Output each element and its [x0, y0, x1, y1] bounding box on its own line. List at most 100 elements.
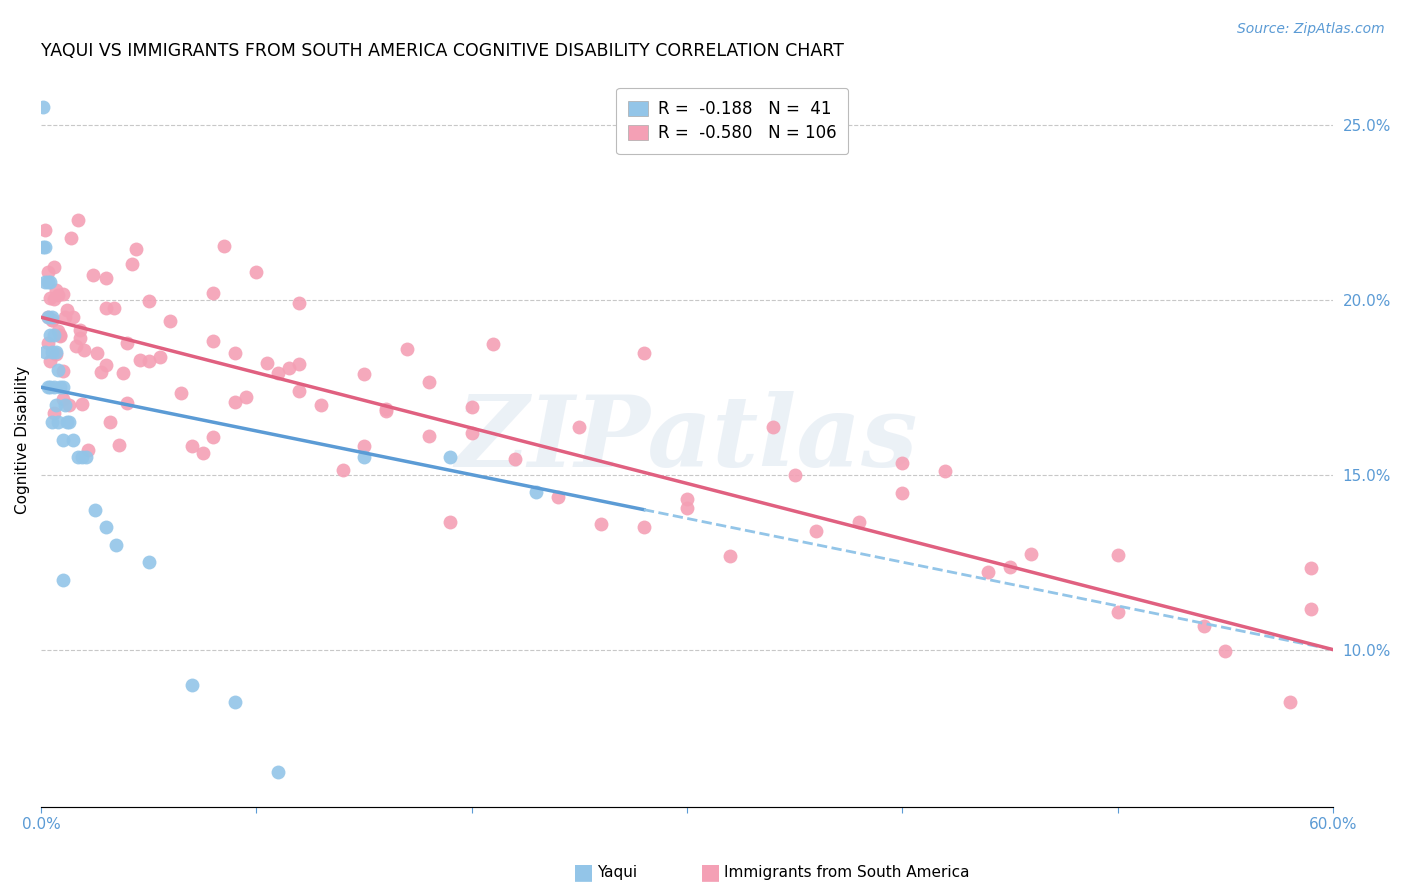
Point — [806, 524, 828, 538]
Point — [288, 357, 311, 371]
Point — [224, 695, 246, 709]
Point — [125, 242, 148, 256]
Point — [46, 324, 69, 338]
Point — [1107, 548, 1129, 562]
Point — [42, 260, 65, 275]
Point — [482, 337, 505, 351]
Point — [547, 490, 569, 504]
Point — [52, 573, 75, 587]
Point — [94, 358, 117, 372]
Point — [277, 360, 299, 375]
Point — [891, 456, 914, 470]
Point — [49, 328, 72, 343]
Point — [94, 301, 117, 316]
Text: Immigrants from South America: Immigrants from South America — [724, 865, 970, 880]
Point — [460, 401, 482, 415]
Point — [180, 677, 202, 691]
Point — [37, 380, 59, 394]
Point — [374, 403, 396, 417]
Point — [332, 463, 354, 477]
Point — [37, 336, 59, 351]
Point — [460, 425, 482, 440]
Point — [245, 265, 267, 279]
Point — [107, 438, 129, 452]
Point — [90, 365, 112, 379]
Point — [52, 364, 75, 378]
Point — [32, 240, 55, 254]
Point — [439, 516, 461, 530]
Point — [353, 450, 375, 465]
Text: YAQUI VS IMMIGRANTS FROM SOUTH AMERICA COGNITIVE DISABILITY CORRELATION CHART: YAQUI VS IMMIGRANTS FROM SOUTH AMERICA C… — [41, 42, 844, 60]
Point — [115, 336, 138, 351]
Point — [94, 270, 117, 285]
Point — [41, 313, 63, 327]
Point — [41, 310, 63, 325]
Point — [1278, 695, 1301, 709]
Point — [34, 275, 56, 289]
Point — [676, 500, 699, 515]
Point — [52, 380, 75, 394]
Point — [38, 354, 60, 368]
Point — [934, 463, 956, 477]
Point — [94, 520, 117, 534]
Point — [56, 302, 79, 317]
Point — [52, 392, 75, 406]
Point — [202, 430, 225, 444]
Point — [1107, 605, 1129, 619]
Point — [45, 347, 67, 361]
Point — [38, 327, 60, 342]
Point — [374, 401, 396, 416]
Point — [98, 415, 121, 429]
Point — [52, 286, 75, 301]
Point — [77, 442, 100, 457]
Point — [633, 346, 655, 360]
Point — [977, 565, 1000, 579]
Point — [418, 429, 440, 443]
Point — [267, 366, 290, 380]
Point — [202, 286, 225, 301]
Point — [103, 301, 125, 315]
Point — [353, 438, 375, 452]
Point — [848, 515, 870, 529]
Point — [53, 398, 76, 412]
Point — [69, 323, 91, 337]
Point — [46, 363, 69, 377]
Point — [32, 100, 55, 114]
Point — [45, 398, 67, 412]
Point — [288, 296, 311, 310]
Legend: R =  -0.188   N =  41, R =  -0.580   N = 106: R = -0.188 N = 41, R = -0.580 N = 106 — [616, 88, 848, 154]
Point — [676, 491, 699, 506]
Point — [235, 390, 257, 404]
Point — [66, 213, 89, 227]
Point — [138, 555, 160, 569]
Point — [180, 439, 202, 453]
Point — [191, 446, 214, 460]
Point — [84, 502, 107, 516]
Point — [34, 222, 56, 236]
Point — [129, 353, 152, 368]
Point — [46, 288, 69, 302]
Point — [396, 342, 419, 356]
Point — [439, 450, 461, 465]
Point — [75, 450, 97, 465]
Point — [353, 367, 375, 381]
Point — [718, 549, 741, 563]
Point — [633, 520, 655, 534]
Point — [73, 343, 96, 357]
Point — [53, 310, 76, 324]
Point — [1021, 547, 1043, 561]
Point — [70, 397, 93, 411]
Point — [288, 384, 311, 398]
Text: Yaqui: Yaqui — [598, 865, 638, 880]
Point — [46, 415, 69, 429]
Point — [37, 275, 59, 289]
Point — [105, 538, 128, 552]
Point — [418, 375, 440, 389]
Point — [783, 468, 806, 483]
Point — [38, 291, 60, 305]
Point — [45, 283, 67, 297]
Point — [224, 346, 246, 360]
Point — [58, 398, 80, 412]
Point — [42, 327, 65, 342]
Point — [52, 433, 75, 447]
